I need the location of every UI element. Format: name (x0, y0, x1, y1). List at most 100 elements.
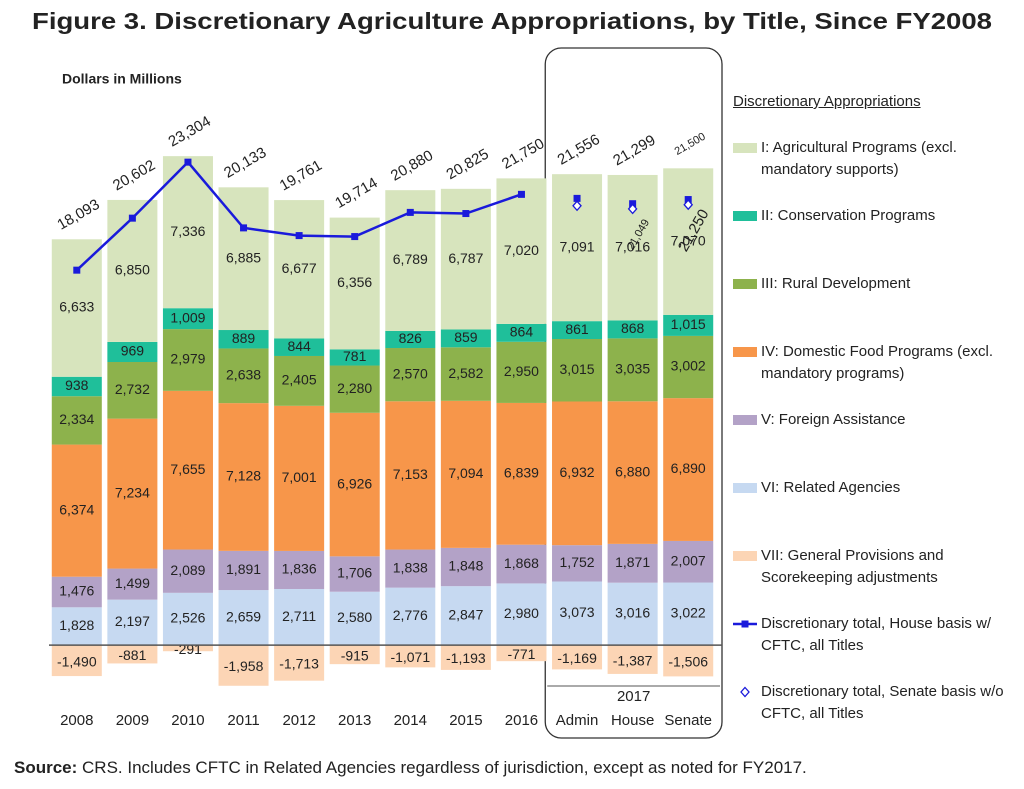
swatch-marker (740, 686, 750, 698)
data-label: -881 (118, 647, 146, 663)
bar-segment (51, 376, 102, 397)
chart-title: Figure 3. Discretionary Agriculture Appr… (32, 8, 992, 34)
legend-swatch (740, 686, 750, 698)
data-label: 7,153 (393, 466, 428, 482)
bar-segment (552, 581, 603, 646)
bar-segment (329, 349, 380, 366)
bar-segment (440, 400, 491, 548)
legend-label: V: Foreign Assistance (761, 411, 906, 428)
data-label: 7,070 (671, 232, 706, 248)
bar-segment (607, 401, 658, 544)
data-label: 6,880 (615, 463, 650, 479)
bar-segment (274, 338, 325, 356)
legend-label: II: Conservation Programs (761, 207, 936, 224)
legend-label: III: Rural Development (761, 275, 911, 292)
legend-label: I: Agricultural Programs (excl. mandator… (761, 139, 957, 178)
x-tick-label: Admin (556, 712, 599, 729)
data-label: 781 (343, 348, 367, 364)
x-tick-label: 2011 (227, 712, 259, 729)
data-label: -915 (341, 647, 369, 663)
data-label: 3,002 (671, 358, 706, 374)
legend-swatch (733, 483, 757, 493)
data-label: 1,009 (170, 309, 205, 325)
x-tick-label: 2009 (116, 712, 149, 729)
bar-segment (218, 187, 269, 331)
bar-segment (496, 645, 547, 662)
bar-segment (496, 544, 547, 584)
legend-item: IV: Domestic Food Programs (excl. mandat… (733, 341, 1013, 409)
data-label: 864 (510, 324, 534, 340)
legend-item: V: Foreign Assistance (733, 409, 1013, 477)
swatch-fill (733, 279, 757, 289)
total-label: 21,750 (499, 135, 547, 173)
source-text: CRS. Includes CFTC in Related Agencies r… (82, 758, 807, 777)
bar-segment (440, 329, 491, 348)
legend-item: III: Rural Development (733, 273, 1013, 341)
bar-segment (218, 330, 269, 349)
data-label: 6,633 (59, 299, 94, 315)
swatch-fill (733, 483, 757, 493)
total-label: 20,602 (110, 157, 158, 195)
bar-segment (329, 412, 380, 557)
legend-label: Discretionary total, House basis w/ CFTC… (761, 615, 992, 654)
data-label: 2,732 (115, 381, 150, 397)
bar-segment (607, 543, 658, 583)
diamond-marker (683, 199, 694, 211)
data-label: 6,789 (393, 251, 428, 267)
bar-segment (496, 341, 547, 403)
data-label: 6,890 (671, 460, 706, 476)
data-label: 2,979 (170, 351, 205, 367)
bar-segment (51, 576, 102, 608)
data-label: -1,387 (613, 652, 653, 668)
bar-segment (440, 645, 491, 670)
line-marker (240, 224, 248, 232)
bar-segment (329, 645, 380, 665)
data-label: 2,659 (226, 608, 261, 624)
data-label: -1,071 (390, 649, 430, 665)
data-label: 3,016 (615, 605, 650, 621)
bar-segment (218, 645, 269, 686)
data-label: 6,356 (337, 274, 372, 290)
bar-segment (385, 587, 436, 646)
line-marker (184, 158, 192, 166)
bar-segment (218, 348, 269, 404)
bar-segment (51, 239, 102, 377)
bar-segment (385, 401, 436, 550)
bar-segment (274, 550, 325, 589)
bar-segment (607, 582, 658, 646)
data-label: 2,334 (59, 411, 94, 427)
legend-label: VII: General Provisions and Scorekeeping… (761, 547, 944, 586)
total-label: 21,299 (610, 132, 658, 170)
data-label: 1,499 (115, 575, 150, 591)
bar-segment (51, 645, 102, 677)
data-label: 868 (621, 320, 645, 336)
line-marker (295, 232, 303, 240)
data-label: 7,128 (226, 468, 261, 484)
data-label: 1,838 (393, 559, 428, 575)
bar-segment (440, 586, 491, 646)
bar-segment (663, 645, 714, 677)
total-label: 19,714 (332, 174, 380, 212)
diamond-marker (627, 203, 638, 215)
data-label: 6,926 (337, 475, 372, 491)
source-note: Source: CRS. Includes CFTC in Related Ag… (14, 758, 807, 777)
legend-item: VI: Related Agencies (733, 477, 1013, 545)
x-tick-label: 2016 (505, 712, 538, 729)
data-label: 1,848 (448, 558, 483, 574)
bar-segment (440, 347, 491, 401)
y-axis-label: Dollars in Millions (62, 71, 182, 87)
swatch-fill (733, 143, 757, 153)
bar-segment (107, 418, 158, 569)
data-label: -771 (507, 646, 535, 662)
bar-segment (274, 355, 325, 406)
data-label: 2,980 (504, 605, 539, 621)
x-tick-label: 2013 (338, 712, 371, 729)
x-tick-label: 2014 (394, 712, 427, 729)
data-label: 3,022 (671, 605, 706, 621)
line-marker (517, 190, 525, 198)
bar-segment (107, 199, 158, 342)
data-label: 1,891 (226, 561, 261, 577)
data-label: 7,016 (615, 238, 650, 254)
data-label: 2,582 (448, 365, 483, 381)
data-label: 7,234 (115, 484, 150, 500)
